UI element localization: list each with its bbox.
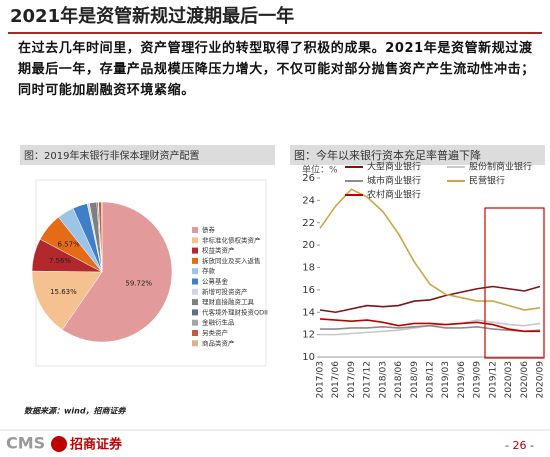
- pie-slice: [61, 201, 173, 343]
- x-tick-label: 2018/12: [426, 361, 436, 398]
- legend-label: 股份制商业银行: [469, 161, 532, 173]
- legend-label: 另类资产: [202, 328, 229, 337]
- legend-label: 拆放同业及买入返售: [202, 256, 261, 265]
- legend-swatch: [192, 247, 198, 254]
- legend-label: 权益类资产: [202, 246, 235, 255]
- series-line: [319, 285, 541, 314]
- legend-swatch: [192, 309, 198, 316]
- x-tick-label: 2017/09: [347, 361, 357, 399]
- x-tick-label: 2020/06: [520, 361, 530, 399]
- value-label: 59.72%: [125, 279, 152, 287]
- x-tick-label: 2020/03: [504, 361, 514, 398]
- pie-slice: [31, 270, 103, 330]
- y-tick-label: 18: [302, 263, 315, 274]
- series-line: [319, 318, 540, 333]
- y-tick-label: 14: [302, 307, 315, 318]
- legend-label: 民营银行: [469, 175, 505, 187]
- y-tick-label: 24: [302, 195, 315, 206]
- legend-label: 公募基金: [202, 277, 229, 286]
- legend-swatch: [192, 340, 198, 347]
- legend-label: 理财直接融资工具: [202, 297, 255, 306]
- x-tick-label: 2019/12: [488, 361, 498, 398]
- legend-swatch: [192, 330, 198, 336]
- x-tick-label: 2018/06: [394, 361, 404, 399]
- legend-label: 代客境外理财投资QDII: [202, 307, 268, 316]
- brand: 招商证券: [70, 437, 123, 453]
- legend-label: 大型商业银行: [367, 161, 421, 173]
- slide-title: 2021年是资管新规过渡期最后一年: [10, 5, 294, 27]
- x-tick-label: 2017/03: [316, 361, 326, 398]
- legend-swatch: [192, 319, 198, 326]
- highlight-box: [484, 207, 545, 359]
- legend-label: 城市商业银行: [367, 175, 421, 187]
- x-tick-label: 2017/06: [331, 361, 341, 399]
- legend-label: 债券: [202, 225, 216, 234]
- value-label: 7.56%: [49, 257, 72, 265]
- legend-label: 金融衍生品: [202, 318, 235, 327]
- y-tick-label: 10: [302, 352, 315, 363]
- legend-swatch: [192, 227, 198, 233]
- series-line: [320, 324, 541, 333]
- legend-swatch: [192, 268, 198, 275]
- legend-swatch: [192, 278, 198, 285]
- chart-title: 图：今年以来银行资本充足率普遍下降: [294, 148, 481, 162]
- legend-label: 存款: [202, 266, 216, 275]
- x-tick-label: 2018/09: [410, 361, 420, 399]
- legend-label: 农村商业银行: [367, 189, 421, 201]
- legend-swatch: [192, 299, 198, 306]
- legend-label: 新增可投资资产: [202, 287, 248, 296]
- legend-label: 商品类资产: [202, 338, 235, 347]
- x-tick-label: 2017/12: [363, 361, 373, 398]
- x-tick-label: 2018/03: [378, 361, 388, 398]
- value-label: 15.63%: [50, 288, 77, 296]
- unit-label: 单位：%: [302, 164, 338, 176]
- logo-icon: [51, 436, 67, 452]
- y-tick-label: 20: [302, 240, 315, 251]
- paragraph: 在过去几年时间里，资产管理行业的转型取得了积极的成果。2021年是资管新规过渡期…: [18, 41, 535, 98]
- legend-swatch: [192, 257, 198, 264]
- legend-swatch: [192, 288, 198, 295]
- series-line: [319, 188, 541, 311]
- x-tick-label: 2020/09: [536, 361, 546, 399]
- source: 数据来源：wind，招商证券: [24, 407, 127, 416]
- x-tick-label: 2019/06: [457, 361, 467, 399]
- logo: CMS: [6, 434, 45, 453]
- y-tick-label: 12: [302, 330, 315, 341]
- value-label: 6.57%: [58, 240, 81, 248]
- y-tick-label: 16: [302, 285, 315, 296]
- panel-header: [20, 145, 275, 165]
- legend-swatch: [192, 237, 198, 244]
- legend-label: 非标准化债权类资产: [202, 235, 261, 244]
- y-tick-label: 22: [302, 218, 315, 229]
- chart-title: 图：2019年末银行非保本理财资产配置: [24, 149, 199, 162]
- x-tick-label: 2019/09: [473, 361, 483, 399]
- y-tick-label: 26: [302, 173, 315, 184]
- panel-header: [290, 145, 545, 165]
- x-tick-label: 2019/03: [441, 361, 451, 398]
- page-number: - 26 -: [505, 439, 534, 452]
